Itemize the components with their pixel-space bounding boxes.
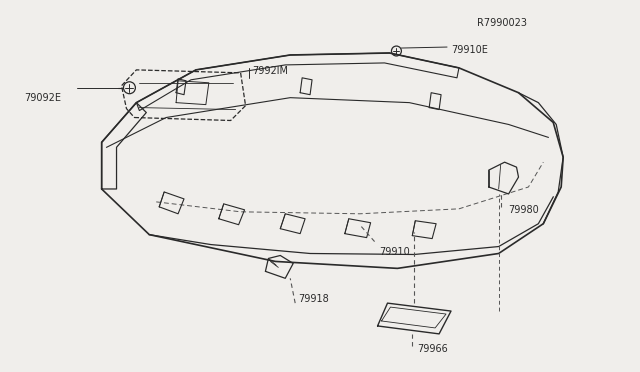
Text: R7990023: R7990023 [477,18,527,28]
Text: 79966: 79966 [417,344,448,354]
Text: 79910: 79910 [380,247,410,257]
Text: 79092E: 79092E [24,93,61,103]
Text: 79980: 79980 [509,205,540,215]
Text: 79910E: 79910E [451,45,488,55]
Text: 79918: 79918 [298,294,329,304]
Text: 7992lM: 7992lM [253,66,289,76]
